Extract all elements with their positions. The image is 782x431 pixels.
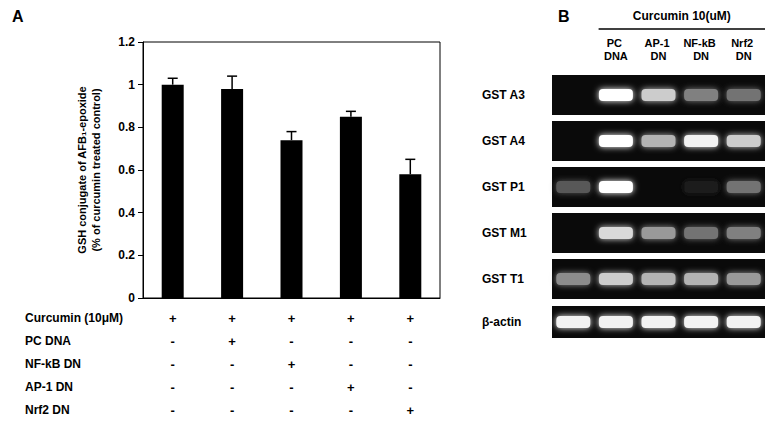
svg-text:DN: DN	[693, 50, 709, 62]
svg-text:+: +	[228, 311, 236, 326]
svg-text:+: +	[169, 311, 177, 326]
svg-text:GST A4: GST A4	[482, 134, 525, 148]
svg-text:0.6: 0.6	[118, 163, 135, 177]
svg-text:β-actin: β-actin	[482, 315, 521, 329]
svg-text:-: -	[171, 334, 175, 349]
svg-text:1: 1	[128, 78, 135, 92]
svg-text:-: -	[408, 357, 412, 372]
svg-text:-: -	[289, 380, 293, 395]
svg-text:GST A3: GST A3	[482, 88, 525, 102]
svg-text:-: -	[230, 380, 234, 395]
svg-text:-: -	[289, 334, 293, 349]
svg-text:-: -	[349, 357, 353, 372]
svg-text:-: -	[230, 357, 234, 372]
svg-text:Curcumin 10(uM): Curcumin 10(uM)	[633, 9, 731, 23]
svg-text:+: +	[347, 311, 355, 326]
svg-text:+: +	[228, 334, 236, 349]
svg-text:-: -	[408, 334, 412, 349]
svg-text:PC: PC	[607, 37, 625, 49]
svg-text:+: +	[288, 311, 296, 326]
svg-text:A: A	[12, 8, 24, 25]
svg-text:0.2: 0.2	[118, 248, 135, 262]
svg-text:B: B	[558, 8, 570, 25]
svg-text:+: +	[288, 357, 296, 372]
svg-text:Curcumin (10μM): Curcumin (10μM)	[25, 311, 123, 325]
svg-text:+: +	[407, 403, 415, 418]
svg-text:GST P1: GST P1	[482, 180, 525, 194]
svg-text:-: -	[349, 403, 353, 418]
svg-text:0.4: 0.4	[118, 206, 135, 220]
svg-text:GST T1: GST T1	[482, 272, 524, 286]
svg-text:-: -	[289, 403, 293, 418]
svg-text:GSH conjugate of AFB₁-epoxide: GSH conjugate of AFB₁-epoxide	[76, 86, 88, 253]
svg-text:DNA: DNA	[604, 50, 628, 62]
svg-text:Nrf2: Nrf2	[731, 37, 756, 49]
svg-text:-: -	[230, 403, 234, 418]
svg-text:+: +	[347, 380, 355, 395]
svg-text:-: -	[171, 380, 175, 395]
svg-text:0: 0	[128, 291, 135, 305]
svg-text:NF-kB: NF-kB	[683, 37, 718, 49]
svg-text:+: +	[407, 311, 415, 326]
svg-text:DN: DN	[736, 50, 752, 62]
svg-text:AP-1 DN: AP-1 DN	[25, 380, 73, 394]
svg-text:-: -	[171, 357, 175, 372]
svg-text:GST M1: GST M1	[482, 226, 527, 240]
svg-text:-: -	[171, 403, 175, 418]
svg-text:NF-kB DN: NF-kB DN	[25, 357, 81, 371]
svg-text:PC DNA: PC DNA	[25, 334, 71, 348]
svg-text:-: -	[408, 380, 412, 395]
svg-text:0.8: 0.8	[118, 120, 135, 134]
svg-text:AP-1: AP-1	[644, 37, 672, 49]
svg-text:Nrf2 DN: Nrf2 DN	[25, 403, 70, 417]
svg-text:1.2: 1.2	[118, 35, 135, 49]
svg-text:DN: DN	[651, 50, 667, 62]
svg-text:(% of curcumin treated control: (% of curcumin treated control)	[90, 88, 102, 252]
svg-text:-: -	[349, 334, 353, 349]
